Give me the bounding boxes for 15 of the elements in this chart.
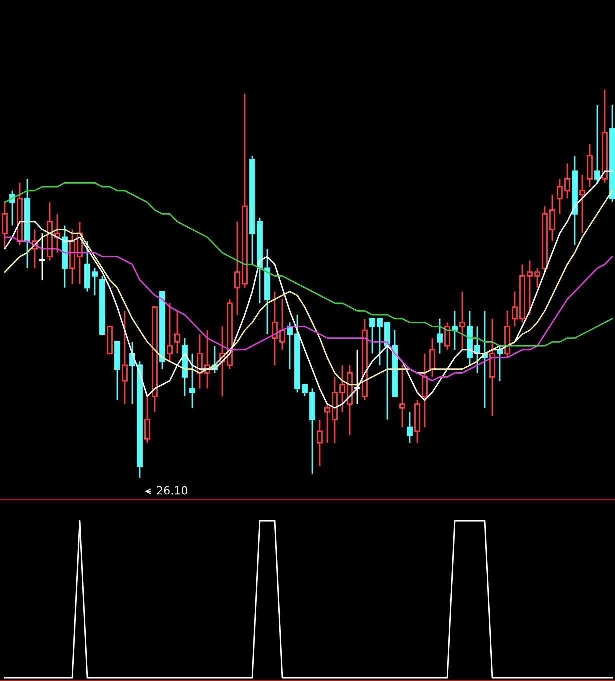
candlestick	[422, 353, 428, 428]
candlestick	[317, 419, 323, 468]
candlestick	[62, 225, 68, 289]
text: 26.10	[157, 486, 188, 495]
candlestick	[400, 364, 406, 428]
candlestick	[24, 178, 30, 270]
candlestick	[2, 202, 8, 250]
candlestick	[122, 310, 128, 405]
candlestick	[460, 291, 466, 351]
candlestick	[174, 310, 180, 355]
candlestick	[572, 155, 578, 246]
candlestick	[490, 318, 496, 417]
candlestick	[437, 318, 443, 355]
candlestick	[580, 174, 586, 234]
candlestick	[190, 353, 196, 409]
